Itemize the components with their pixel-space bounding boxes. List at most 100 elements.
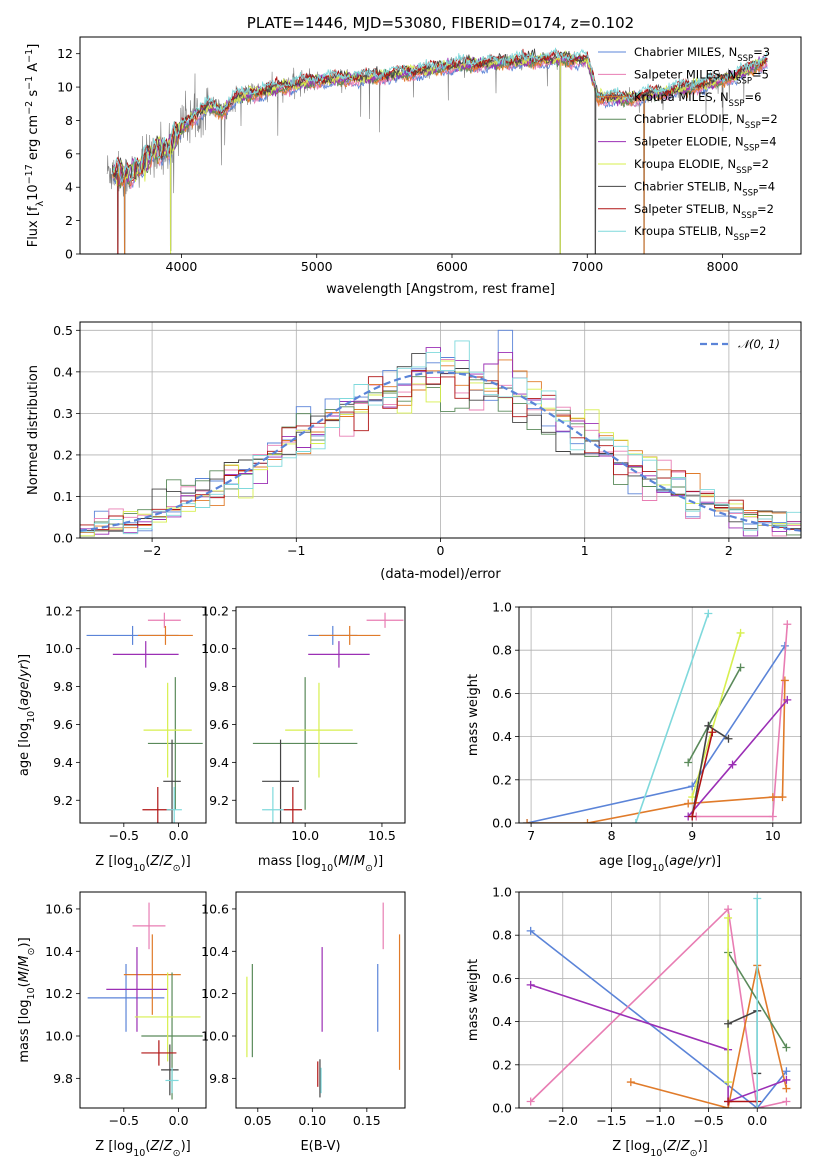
point-marker (526, 1097, 535, 1106)
point-marker (724, 1019, 733, 1028)
series-chabrier-stelib (724, 1006, 762, 1078)
y-axis-label: mass [log10(M/M⊙)] (17, 937, 37, 1062)
x-tick-label: −1.0 (645, 1113, 675, 1128)
y-tick-label: 9.8 (53, 679, 73, 694)
x-axis-label: E(B-V) (300, 1139, 340, 1154)
axes-frame (518, 606, 802, 824)
series-line (687, 667, 742, 763)
y-tick-label: 0.0 (53, 531, 73, 546)
errorbar-chabrier-miles (87, 964, 165, 1032)
errorbar-chabrier-stelib (262, 739, 299, 823)
x-tick-label: 1 (581, 543, 589, 558)
x-axis-label: Z [log10(Z/Z⊙)] (95, 854, 190, 874)
y-axis-label: age [log10(age/yr)] (17, 654, 37, 776)
errorbar-salpeter-miles (147, 612, 181, 628)
series-kroupa-stelib (631, 609, 713, 823)
y-tick-label: 9.4 (209, 755, 229, 770)
point-marker (724, 1078, 733, 1087)
axes-frame (79, 891, 207, 1109)
series-line (691, 732, 714, 817)
x-axis-label: age [log10(age/yr)] (599, 854, 721, 874)
y-tick-label: 10.2 (201, 986, 229, 1001)
point-marker (688, 812, 697, 821)
histogram-salpeter-stelib (80, 369, 801, 538)
point-marker (631, 819, 640, 823)
x-tick-label: 9 (688, 828, 696, 843)
errorbar-kroupa-miles (123, 934, 181, 1015)
legend-entry: Kroupa ELODIE, NSSP=2 (634, 157, 769, 176)
y-tick-label: 12 (57, 46, 73, 61)
x-tick-label: 5000 (301, 259, 333, 274)
series-line (530, 907, 787, 1108)
point-marker (768, 812, 777, 821)
y-tick-label: 0.2 (492, 772, 512, 787)
x-tick-label: 0 (437, 543, 445, 558)
point-marker (724, 913, 733, 922)
legend-entry: Chabrier STELIB, NSSP=4 (634, 179, 775, 198)
series-kroupa-elodie (688, 628, 745, 802)
x-tick-label: −2.0 (548, 1113, 578, 1128)
legend-entry: Chabrier MILES, NSSP=3 (634, 45, 770, 64)
axes-frame (79, 606, 207, 824)
y-tick-label: 1.0 (492, 885, 512, 900)
errorbar-salpeter-elodie (308, 641, 370, 668)
series-line (696, 624, 789, 818)
point-marker (782, 1075, 791, 1084)
point-marker (626, 1078, 635, 1087)
y-tick-label: 10.2 (201, 603, 229, 618)
plot-area (106, 47, 768, 254)
normal-curve (80, 371, 801, 532)
model-kroupa-elodie (112, 49, 768, 187)
legend-entry: Salpeter STELIB, NSSP=2 (634, 202, 774, 221)
legend: Chabrier MILES, NSSP=3 Salpeter MILES, NS… (598, 45, 778, 243)
y-tick-label: 10.2 (45, 603, 73, 618)
chart-title: PLATE=1446, MJD=53080, FIBERID=0174, z=0… (247, 14, 634, 32)
point-marker (704, 721, 713, 730)
point-marker (724, 905, 733, 914)
errorbar-kroupa-miles (318, 625, 381, 645)
y-tick-label: 10.4 (45, 944, 73, 959)
errorbar-kroupa-elodie (285, 682, 353, 778)
axes-frame (235, 891, 406, 1109)
y-tick-label: 0.6 (492, 971, 512, 986)
x-axis-label: Z [log10(Z/Z⊙)] (95, 1139, 190, 1159)
legend-entry: Kroupa MILES, NSSP=6 (634, 90, 761, 109)
plot-area (86, 612, 203, 823)
x-tick-label: 6000 (436, 259, 468, 274)
y-tick-label: 10.6 (201, 901, 229, 916)
panel-weight-vs-Z: −2.0 −1.5 −1.0 −0.5 0.0 0.0 0.2 0.4 0.6 0.8 1.0 Z [… (466, 885, 802, 1159)
x-tick-label: 0.0 (747, 1113, 767, 1128)
legend-entry: Chabrier ELODIE, NSSP=2 (634, 112, 778, 131)
y-tick-label: 0.8 (492, 928, 512, 943)
series-line (635, 613, 710, 823)
y-tick-label: 10.0 (201, 1029, 229, 1044)
y-tick-label: 10 (57, 80, 73, 95)
y-tick-label: 9.8 (53, 1071, 73, 1086)
model-chabrier-elodie (112, 53, 768, 189)
legend-entry: Salpeter MILES, NSSP=5 (634, 67, 769, 86)
y-axis-label: Normed distribution (26, 365, 41, 495)
y-tick-label: 9.6 (209, 717, 229, 732)
x-tick-label: 4000 (166, 259, 198, 274)
series-kroupa-elodie (724, 913, 733, 1087)
point-marker (526, 926, 535, 935)
y-tick-label: 9.8 (209, 1071, 229, 1086)
y-tick-label: 0 (65, 247, 73, 262)
point-marker (583, 819, 592, 823)
y-axis-label: mass weight (466, 959, 481, 1041)
y-tick-label: 0.2 (53, 447, 73, 462)
panel-spectrum: 4000 5000 6000 7000 8000 0 2 4 6 8 10 12 PLATE=1446,… (24, 14, 802, 297)
errorbar-salpeter-miles (366, 612, 404, 628)
y-tick-label: 9.6 (53, 717, 73, 732)
y-tick-label: 0.0 (492, 816, 512, 831)
y-tick-label: 0.0 (492, 1101, 512, 1116)
point-marker (736, 663, 745, 672)
y-tick-label: 9.2 (53, 793, 73, 808)
point-marker (753, 1104, 762, 1108)
point-marker (728, 760, 737, 769)
y-tick-label: 0.2 (492, 1057, 512, 1072)
x-tick-label: −1 (287, 543, 305, 558)
panel-age-vs-Z: −0.5 0.0 9.2 9.4 9.6 9.8 10.0 10.2 Z [log10(Z/Z⊙… (17, 603, 207, 874)
x-tick-label: 10.5 (368, 828, 396, 843)
